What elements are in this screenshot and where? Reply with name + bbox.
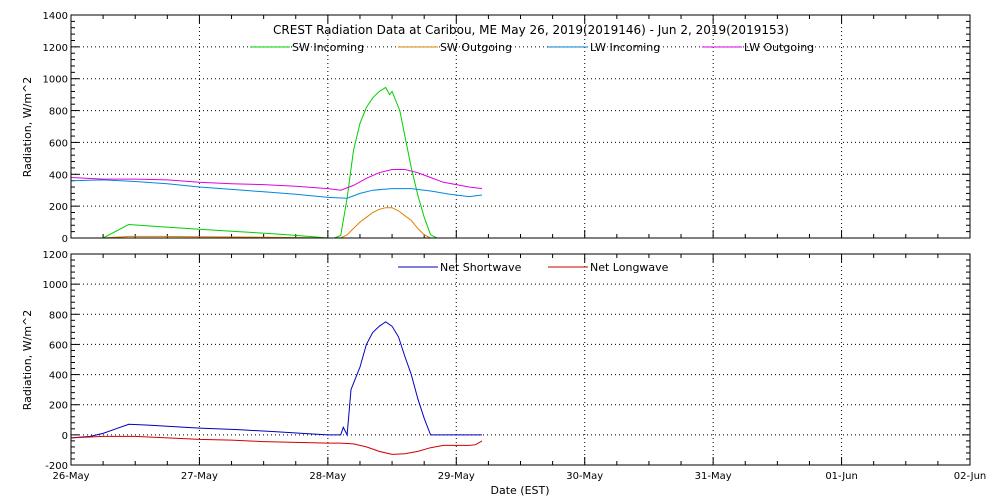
bottom-panel: -200 0 200 400 600 800 1000 1200 26-May 27-May 28-…	[21, 250, 986, 497]
y-tick-label: 0	[62, 234, 68, 245]
y-tick-label: 1200	[43, 250, 68, 261]
bottom-y-axis-label: Radiation, W/m^2	[21, 310, 34, 411]
x-tick-label: 31-May	[695, 471, 732, 482]
y-tick-label: 600	[49, 138, 68, 149]
legend-label-lw-outgoing: LW Outgoing	[744, 41, 814, 54]
y-tick-label: 1200	[43, 43, 68, 54]
legend-label-sw-incoming: SW Incoming	[292, 41, 364, 54]
series-line-lw-incoming	[70, 179, 483, 199]
y-tick-label: -200	[45, 461, 68, 472]
series-line-net-shortwave	[70, 321, 482, 439]
y-tick-label: 800	[49, 107, 68, 118]
top-grid	[71, 15, 970, 238]
legend-label-lw-incoming: LW Incoming	[590, 41, 660, 54]
top-y-axis-label: Radiation, W/m^2	[21, 77, 34, 178]
y-tick-label: 600	[49, 340, 68, 351]
y-tick-label: 1000	[43, 75, 68, 86]
series-line-sw-incoming	[86, 86, 470, 239]
x-tick-label: 27-May	[181, 471, 218, 482]
x-tick-label: 01-Jun	[825, 471, 858, 482]
y-tick-label: 200	[49, 202, 68, 213]
y-tick-label: 1400	[43, 11, 68, 22]
series-line-lw-outgoing	[70, 169, 483, 191]
top-legend: SW Incoming SW Outgoing LW Incoming LW Outg…	[250, 41, 814, 54]
bottom-ticks: -200 0 200 400 600 800 1000 1200 26-May 27-May 28-…	[43, 250, 987, 482]
x-tick-label: 29-May	[438, 471, 475, 482]
bottom-plot-frame	[70, 253, 971, 466]
top-chart-title: CREST Radiation Data at Caribou, ME May …	[273, 23, 789, 37]
bottom-legend: Net Shortwave Net Longwave	[398, 261, 669, 274]
legend-label-net-longwave: Net Longwave	[590, 261, 669, 274]
x-tick-label: 30-May	[566, 471, 603, 482]
y-tick-label: 1000	[43, 280, 68, 291]
top-panel: 0 200 400 600 800 1000 1200 1400 CREST Radiatio…	[21, 11, 971, 245]
series-line-sw-outgoing	[86, 207, 437, 239]
top-series	[70, 86, 483, 239]
bottom-grid	[71, 254, 970, 465]
y-tick-label: 800	[49, 310, 68, 321]
x-tick-label: 26-May	[52, 471, 89, 482]
top-plot-frame	[70, 14, 971, 239]
y-tick-label: 0	[62, 431, 68, 442]
x-tick-label: 02-Jun	[954, 471, 987, 482]
legend-label-net-shortwave: Net Shortwave	[440, 261, 522, 274]
y-tick-label: 200	[49, 401, 68, 412]
y-tick-label: 400	[49, 371, 68, 382]
series-line-net-longwave	[70, 435, 483, 455]
legend-label-sw-outgoing: SW Outgoing	[440, 41, 512, 54]
y-tick-label: 400	[49, 170, 68, 181]
bottom-series	[70, 321, 483, 455]
x-tick-label: 28-May	[309, 471, 346, 482]
x-axis-label: Date (EST)	[490, 484, 549, 497]
